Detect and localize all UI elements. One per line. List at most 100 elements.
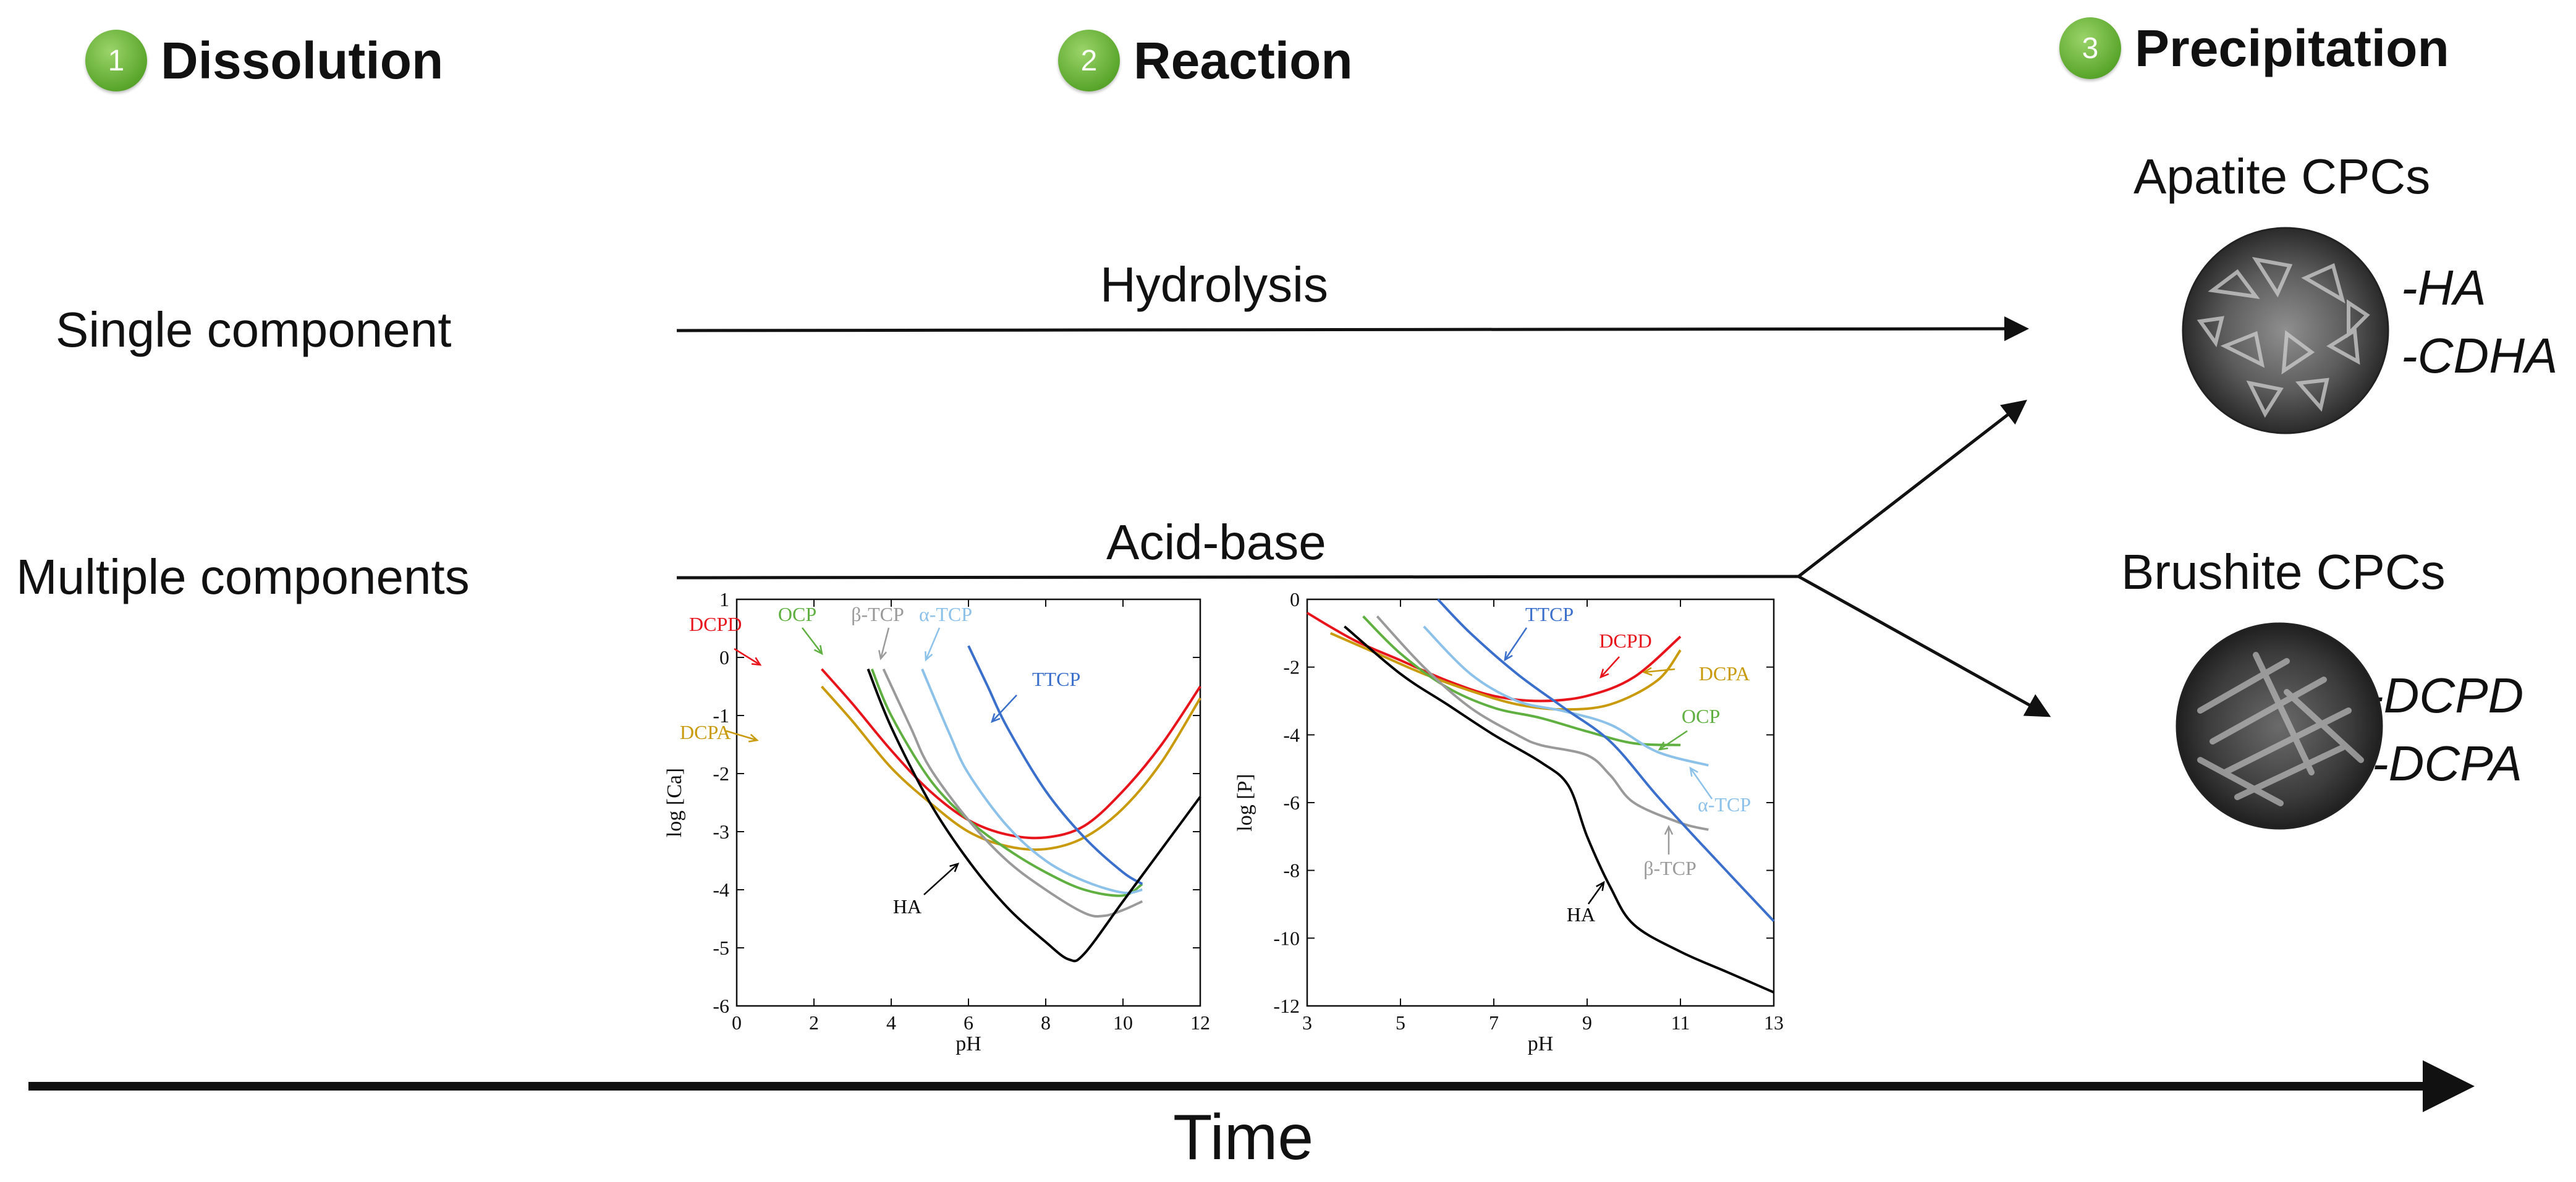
- apatite-item-ha: -HA: [2401, 260, 2486, 315]
- annotation-label-ocp: OCP: [1682, 705, 1720, 727]
- annotation-label-dcpa: DCPA: [1699, 662, 1750, 685]
- y-tick-label: -1: [713, 704, 729, 727]
- y-tick-label: 1: [719, 592, 729, 610]
- annotation-arrow: [1504, 627, 1528, 661]
- apatite-item-cdha: -CDHA: [2401, 328, 2558, 383]
- annotation-label-tcp: α-TCP: [1698, 793, 1751, 816]
- annotation-label-dcpd: DCPD: [1599, 630, 1651, 652]
- hydrolysis-arrow: [676, 316, 2029, 342]
- annotation-label-dcpa: DCPA: [680, 721, 731, 743]
- x-tick-label: 3: [1302, 1011, 1312, 1034]
- acid-base-label: Acid-base: [1106, 515, 1326, 570]
- annotation-label-ocp: OCP: [778, 603, 816, 625]
- x-tick-label: 5: [1396, 1011, 1405, 1034]
- annotation-label-tcp: β-TCP: [851, 603, 904, 625]
- step-number-badge-icon: 3: [2059, 17, 2121, 79]
- chart-log-p: 3 5 7 9 11 13 0 -2 -4 -6 -8 -10 -12 pH log [P] TTCP DCPD…: [1236, 592, 1784, 1055]
- step-dissolution: 1 Dissolution: [85, 30, 443, 91]
- annotation-arrow: [923, 863, 959, 895]
- x-tick-label: 6: [964, 1011, 973, 1034]
- y-tick-label: -2: [713, 762, 729, 785]
- step-number-badge-icon: 2: [1058, 30, 1120, 91]
- apatite-title: Apatite CPCs: [2133, 149, 2431, 204]
- x-tick-label: 9: [1582, 1011, 1592, 1034]
- annotation-arrow: [1587, 882, 1605, 905]
- hydrolysis-label: Hydrolysis: [1100, 257, 1328, 312]
- brushite-title: Brushite CPCs: [2121, 544, 2446, 599]
- annotation-arrowhead: [878, 650, 888, 661]
- to-brushite-arrow: [1797, 575, 2051, 717]
- y-tick-label: 0: [1290, 592, 1300, 610]
- annotation-arrow: [1659, 730, 1688, 751]
- x-tick-label: 0: [732, 1011, 742, 1034]
- annotation-arrow: [925, 627, 941, 661]
- y-tick-label: -4: [713, 879, 729, 901]
- y-tick-label: -10: [1273, 927, 1300, 949]
- step-reaction: 2 Reaction: [1058, 30, 1353, 91]
- annotation-arrowhead: [1596, 880, 1605, 892]
- series-line-tcp: [1423, 625, 1709, 767]
- annotation-arrow: [879, 627, 890, 659]
- step-title: Reaction: [1133, 31, 1353, 90]
- y-tick-label: -4: [1283, 724, 1300, 746]
- x-tick-label: 4: [886, 1011, 896, 1034]
- series-line-ocp: [1362, 615, 1681, 746]
- series-line-tcp: [921, 669, 1143, 895]
- series-line-dcpa: [1329, 631, 1682, 711]
- y-tick-label: -5: [713, 937, 729, 959]
- y-tick-label: 0: [719, 646, 729, 669]
- annotation-label-ha: HA: [893, 895, 922, 918]
- acid-base-line: [676, 575, 1799, 580]
- step-number-badge-icon: 1: [85, 30, 147, 91]
- y-tick-label: -8: [1283, 859, 1300, 882]
- x-tick-label: 13: [1764, 1011, 1784, 1034]
- step-precipitation: 3 Precipitation: [2059, 17, 2449, 79]
- annotation-arrow: [734, 648, 761, 666]
- y-tick-label: -6: [1283, 792, 1300, 814]
- annotation-arrowhead: [1599, 669, 1609, 679]
- annotation-arrowhead: [1664, 825, 1674, 835]
- annotation-label-dcpd: DCPD: [689, 613, 742, 635]
- plot-frame: [735, 598, 1201, 1007]
- x-tick-label: 12: [1190, 1011, 1210, 1034]
- annotation-arrowhead: [925, 651, 933, 662]
- series-line-ttcp: [1436, 598, 1775, 922]
- annotation-arrowhead: [751, 657, 762, 666]
- series-line-tcp: [882, 668, 1143, 918]
- x-tick-label: 2: [809, 1011, 819, 1034]
- annotation-arrow: [802, 627, 823, 654]
- x-axis-label: pH: [1528, 1032, 1554, 1055]
- apatite-sem-image: [2182, 227, 2389, 434]
- y-tick-label: -2: [1283, 656, 1300, 678]
- annotation-label-tcp: α-TCP: [919, 603, 972, 625]
- series-line-ha: [1344, 625, 1774, 994]
- annotation-arrow: [991, 694, 1017, 722]
- series-line-tcp: [1376, 615, 1709, 831]
- y-axis-label: log [P]: [1236, 774, 1256, 832]
- annotation-arrow: [1600, 656, 1620, 678]
- annotation-arrowhead: [1504, 651, 1513, 662]
- y-axis-label: log [Ca]: [663, 768, 686, 837]
- series-line-ha: [866, 669, 1201, 963]
- series-line-ocp: [870, 669, 1143, 897]
- series-line-dcpd: [1306, 612, 1682, 703]
- annotation-arrowhead: [748, 733, 759, 743]
- annotation-arrow: [1643, 668, 1676, 673]
- annotation-arrowhead: [949, 863, 960, 872]
- annotation-arrow: [1689, 767, 1713, 800]
- brushite-sem-image: [2176, 622, 2383, 830]
- annotation-label-ttcp: TTCP: [1525, 603, 1574, 625]
- annotation-arrow: [726, 730, 758, 741]
- annotation-label-ha: HA: [1567, 903, 1595, 926]
- series-line-dcpa: [821, 685, 1201, 851]
- step-title: Precipitation: [2135, 19, 2449, 77]
- brushite-item-dcpd: -DCPD: [2367, 668, 2524, 723]
- row-label-multiple: Multiple components: [16, 549, 470, 604]
- series-line-ttcp: [967, 645, 1143, 885]
- series-line-dcpd: [821, 668, 1201, 840]
- to-apatite-arrow: [1797, 399, 2027, 578]
- x-tick-label: 7: [1489, 1011, 1499, 1034]
- annotation-arrowhead: [1689, 766, 1698, 777]
